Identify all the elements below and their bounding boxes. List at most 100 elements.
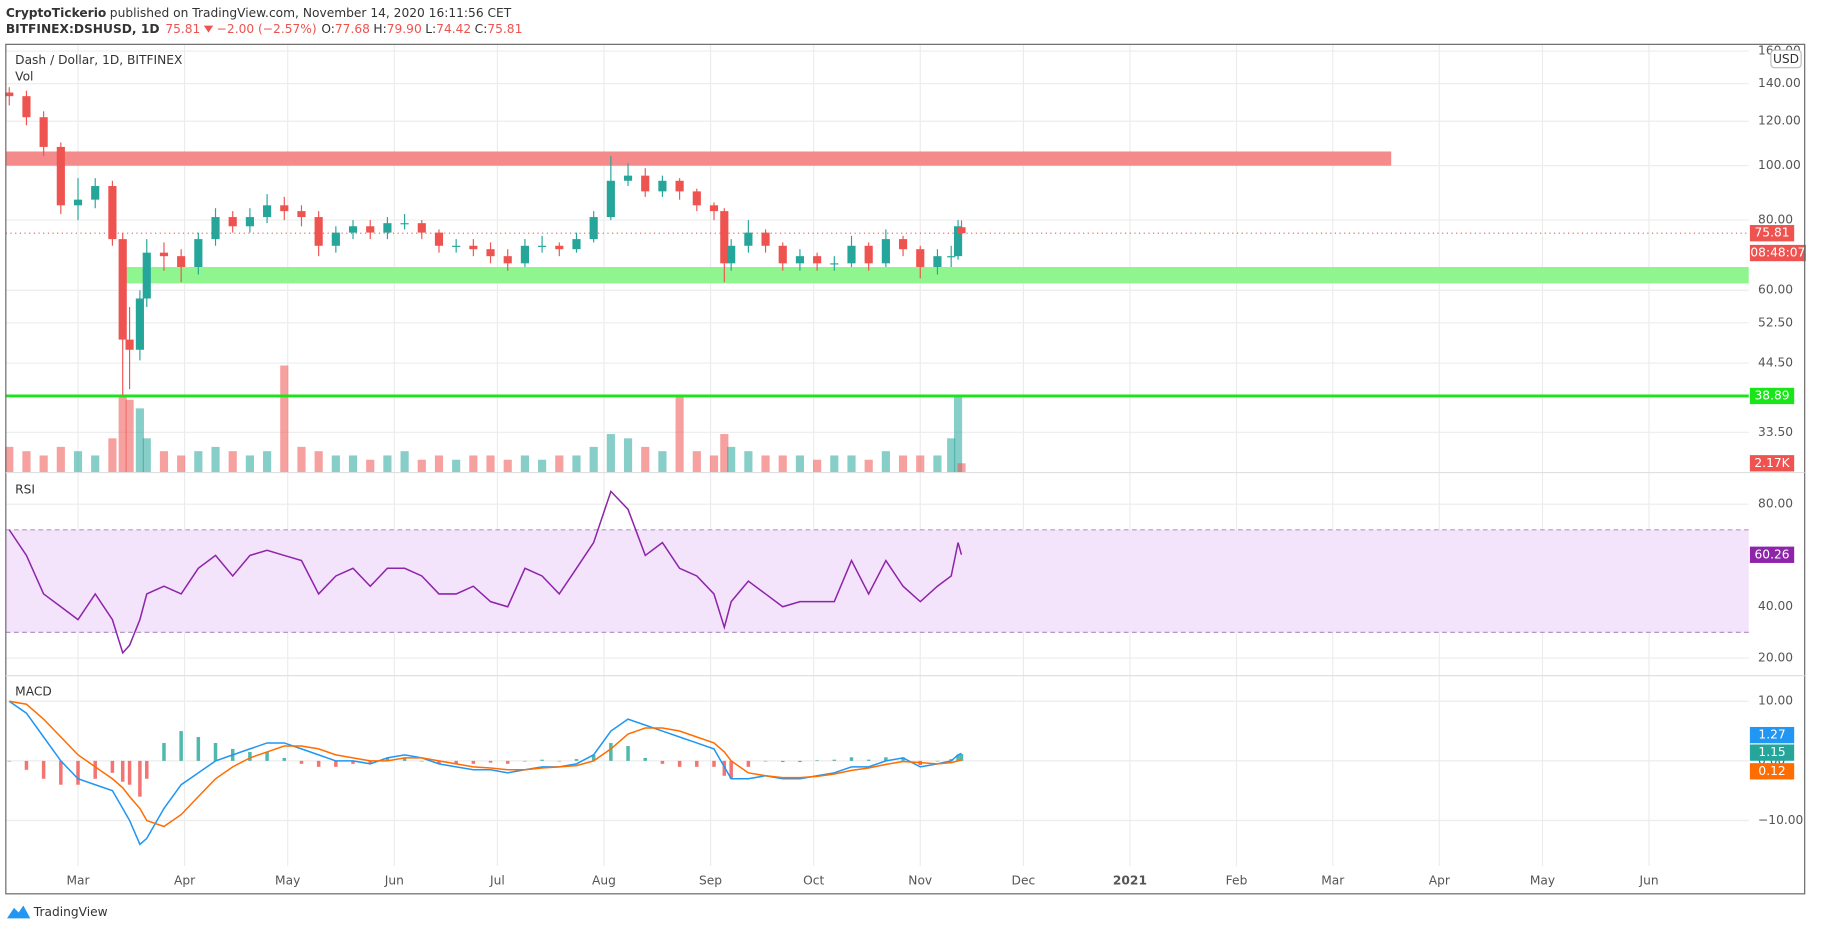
candle-body bbox=[795, 256, 805, 264]
candle-body bbox=[177, 256, 186, 267]
histogram-bar bbox=[574, 759, 579, 761]
symbol: BITFINEX:DSHUSD, 1D bbox=[6, 22, 160, 36]
y-tick-label: 52.50 bbox=[1758, 315, 1793, 329]
y-tick-label: 10.00 bbox=[1758, 694, 1793, 708]
candle-body bbox=[452, 245, 461, 247]
countdown: 08:48:07 bbox=[1750, 246, 1805, 260]
histogram-bar bbox=[437, 760, 441, 764]
histogram-bar bbox=[849, 757, 854, 761]
candle-body bbox=[675, 180, 684, 192]
candle-body bbox=[503, 256, 512, 264]
price-tag bbox=[1749, 726, 1795, 744]
header-quote: BITFINEX:DSHUSD, 1D 75.81 −2.00 (−2.57%) O:… bbox=[6, 22, 523, 36]
histogram-bar bbox=[110, 760, 115, 773]
y-tick-label: 80.00 bbox=[1758, 213, 1793, 227]
x-tick-label: Apr bbox=[1429, 873, 1451, 887]
histogram-bar bbox=[815, 760, 819, 761]
histogram-bar bbox=[248, 751, 252, 761]
candle-body bbox=[692, 191, 701, 206]
candle-body bbox=[933, 256, 942, 267]
ohlc-label: O: bbox=[321, 22, 335, 36]
candle-body bbox=[957, 227, 966, 234]
histogram-bar bbox=[471, 760, 476, 764]
histogram-bar bbox=[695, 760, 699, 767]
volume-bar bbox=[916, 455, 925, 473]
last-price: 75.81 bbox=[165, 22, 200, 36]
volume-bar bbox=[486, 455, 495, 473]
ohlc-value: 79.90 bbox=[387, 22, 422, 36]
volume-bar bbox=[228, 451, 237, 473]
histogram-bar bbox=[179, 731, 183, 761]
candle-body bbox=[641, 175, 650, 192]
candle-body bbox=[22, 96, 31, 118]
volume-bar bbox=[135, 408, 144, 473]
price-tag-label: 1.27 bbox=[1758, 728, 1785, 742]
candle-body bbox=[159, 252, 169, 257]
ohlc-label: H: bbox=[373, 22, 386, 36]
x-tick-label: Dec bbox=[1012, 873, 1036, 887]
currency-badge[interactable] bbox=[1770, 49, 1802, 69]
candle-body bbox=[125, 339, 134, 350]
volume-bar bbox=[727, 446, 736, 473]
ohlc-label: C: bbox=[475, 22, 488, 36]
x-tick-label: 2021 bbox=[1113, 873, 1147, 887]
candle-body bbox=[297, 211, 306, 218]
chart-frame bbox=[5, 43, 1806, 895]
histogram-bar bbox=[368, 760, 372, 764]
currency: USD bbox=[1773, 52, 1799, 66]
candle-body bbox=[572, 239, 581, 250]
histogram-bar bbox=[677, 760, 682, 767]
volume-bar bbox=[73, 451, 83, 473]
candle-body bbox=[847, 245, 856, 264]
x-tick-label: May bbox=[1530, 873, 1555, 887]
volume-bar bbox=[847, 455, 856, 473]
change: −2.00 (−2.57%) bbox=[217, 22, 317, 36]
volume-bar bbox=[555, 455, 564, 473]
candle-body bbox=[709, 205, 719, 212]
histogram-bar bbox=[24, 760, 29, 770]
candle-body bbox=[348, 226, 358, 233]
volume-bar bbox=[503, 459, 512, 473]
histogram-bar bbox=[402, 757, 407, 761]
histogram-bar bbox=[660, 760, 665, 764]
candle-body bbox=[589, 217, 598, 240]
histogram-bar bbox=[145, 760, 149, 779]
volume-bar bbox=[589, 446, 598, 473]
zone bbox=[122, 266, 1749, 284]
rsi-band bbox=[5, 529, 1749, 633]
plot-area: Mar Apr May Jun Jul Aug Sep Oct Nov Dec 2021 Feb Mar… bbox=[5, 44, 1806, 887]
candle-body bbox=[469, 245, 478, 250]
candle-body bbox=[916, 249, 925, 267]
candle-body bbox=[606, 180, 615, 218]
y-tick-label: 33.50 bbox=[1758, 425, 1793, 439]
histogram-bar bbox=[798, 760, 802, 763]
volume-bar bbox=[314, 451, 323, 473]
countdown-tag bbox=[1749, 244, 1806, 262]
candle-body bbox=[314, 217, 323, 246]
y-tick-label: 120.00 bbox=[1758, 114, 1801, 128]
price-tag-label: 60.26 bbox=[1755, 547, 1790, 561]
volume-bar bbox=[675, 395, 684, 473]
x-tick-label: Jul bbox=[489, 873, 505, 887]
candle-body bbox=[331, 232, 340, 246]
price-tag-label: 2.17K bbox=[1754, 456, 1790, 470]
x-tick-label: Mar bbox=[66, 873, 90, 887]
histogram-bar bbox=[866, 759, 871, 761]
candle-body bbox=[727, 245, 736, 264]
candle-body bbox=[830, 263, 839, 265]
histogram-bar bbox=[76, 760, 80, 785]
histogram-bar bbox=[41, 760, 46, 779]
candle-body bbox=[56, 146, 65, 206]
candle-body bbox=[881, 239, 890, 264]
volume-bar bbox=[898, 455, 908, 473]
histogram-bar bbox=[213, 742, 218, 761]
volume-bar bbox=[348, 455, 358, 473]
x-tick-label: Sep bbox=[699, 873, 722, 887]
volume-bar bbox=[177, 455, 186, 473]
candle-body bbox=[194, 239, 203, 267]
ohlc-label: L: bbox=[425, 22, 436, 36]
candle-body bbox=[228, 217, 237, 227]
candle-body bbox=[400, 223, 409, 225]
histogram-bar bbox=[7, 760, 12, 762]
